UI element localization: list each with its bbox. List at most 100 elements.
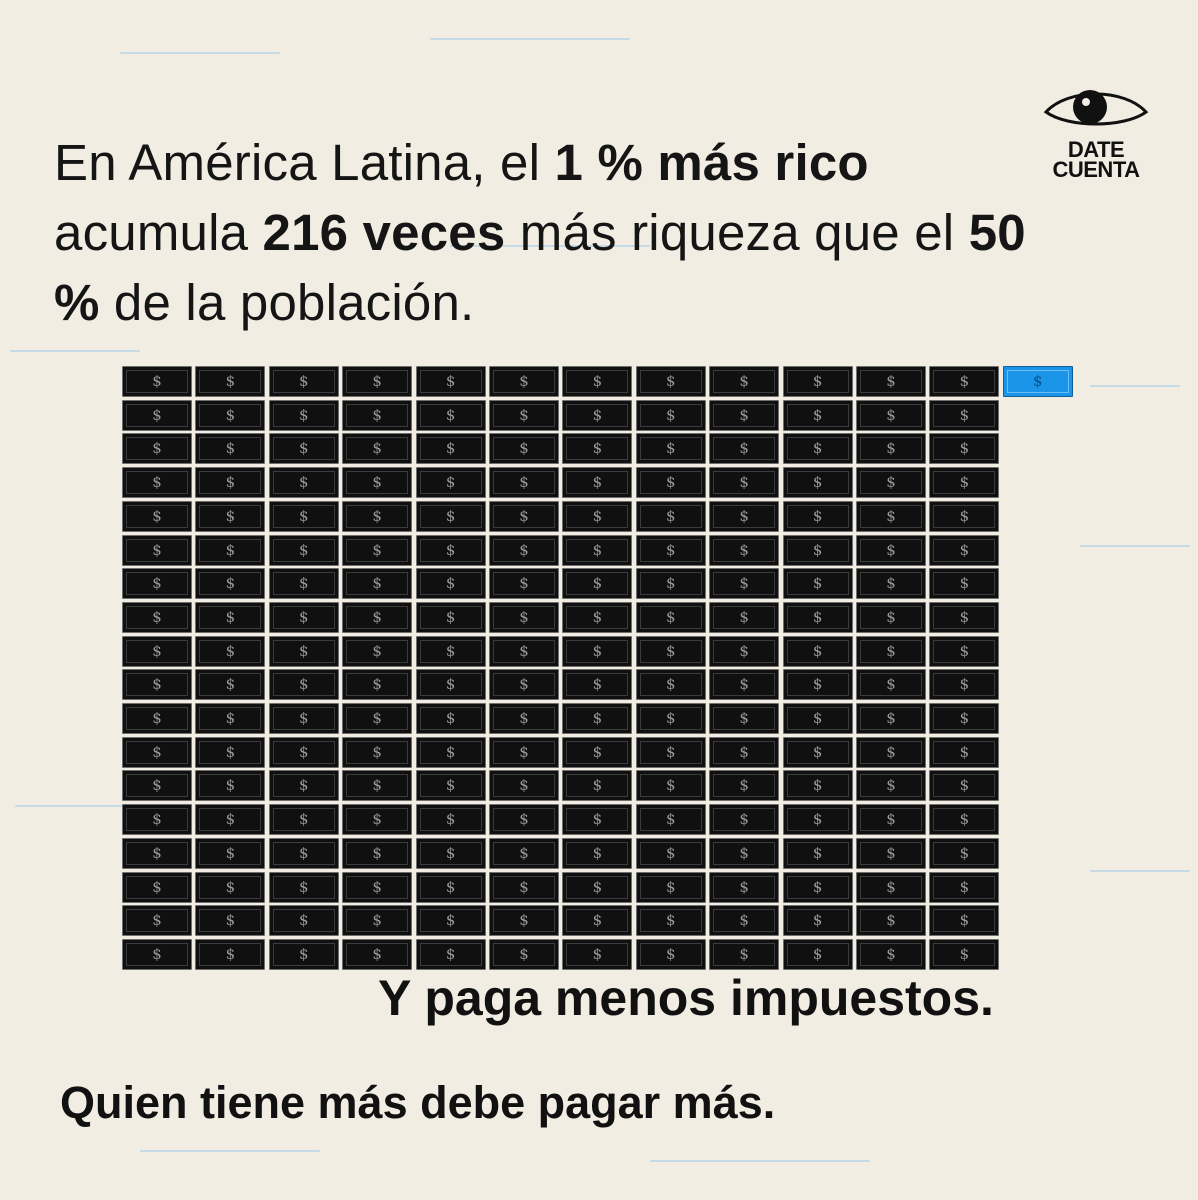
money-bill: $	[562, 938, 633, 970]
money-bill: $	[709, 635, 780, 667]
dollar-sign-icon: $	[299, 843, 309, 862]
dollar-sign-icon: $	[152, 372, 162, 390]
money-bill: $	[635, 568, 706, 600]
headline-text: más riqueza que el	[505, 204, 969, 261]
dollar-sign-icon: $	[299, 810, 309, 829]
money-bill: $	[489, 669, 559, 701]
dollar-sign-icon: $	[519, 843, 529, 862]
money-bill: $	[268, 534, 339, 566]
money-bill: $	[415, 366, 486, 397]
dollar-sign-icon: $	[959, 843, 970, 862]
dollar-sign-icon: $	[372, 675, 382, 694]
dollar-sign-icon: $	[225, 776, 236, 795]
dollar-sign-icon: $	[592, 607, 603, 626]
dollar-sign-icon: $	[299, 607, 309, 626]
money-bill: $	[342, 601, 413, 633]
dollar-sign-icon: $	[445, 540, 456, 559]
dollar-sign-icon: $	[666, 810, 676, 829]
dollar-sign-icon: $	[519, 709, 529, 727]
money-bill: $	[122, 938, 192, 970]
dollar-sign-icon: $	[225, 439, 236, 458]
dollar-sign-icon: $	[812, 372, 823, 390]
dollar-sign-icon: $	[225, 574, 236, 593]
money-bill: $	[489, 736, 559, 768]
money-bill: $	[562, 837, 633, 869]
money-bill: $	[415, 433, 486, 465]
dollar-sign-icon: $	[886, 607, 896, 626]
dollar-sign-icon: $	[739, 439, 749, 458]
dollar-sign-icon: $	[445, 574, 456, 593]
paper-texture-stroke	[430, 38, 630, 40]
paper-texture-stroke	[1080, 545, 1190, 547]
dollar-sign-icon: $	[519, 944, 529, 963]
money-bill: $	[268, 366, 339, 397]
dollar-sign-icon: $	[592, 843, 603, 862]
money-bill: $	[342, 399, 413, 431]
money-bill: $	[195, 568, 266, 600]
dollar-sign-icon: $	[959, 574, 970, 593]
dollar-sign-icon: $	[445, 776, 456, 795]
dollar-sign-icon: $	[372, 574, 382, 593]
dollar-sign-icon: $	[959, 911, 970, 930]
money-bill: $	[856, 905, 926, 937]
money-bill: $	[415, 837, 486, 869]
money-bill: $	[635, 905, 706, 937]
money-bill: $	[342, 635, 413, 667]
dollar-sign-icon: $	[592, 473, 603, 492]
money-bill: $	[782, 804, 853, 836]
money-bill: $	[489, 635, 559, 667]
dollar-sign-icon: $	[739, 944, 749, 963]
dollar-sign-icon: $	[445, 372, 456, 390]
money-bill: $	[782, 568, 853, 600]
dollar-sign-icon: $	[739, 473, 749, 492]
money-bill: $	[122, 366, 192, 397]
dollar-sign-icon: $	[299, 742, 309, 761]
money-bill: $	[122, 635, 192, 667]
money-bill: $	[562, 635, 633, 667]
money-bill: $	[635, 703, 706, 734]
money-bill: $	[709, 770, 780, 802]
money-bill: $	[415, 568, 486, 600]
dollar-sign-icon: $	[152, 742, 162, 761]
dollar-sign-icon: $	[152, 810, 162, 829]
money-bill: $	[856, 804, 926, 836]
dollar-sign-icon: $	[152, 506, 162, 525]
dollar-sign-icon: $	[812, 439, 823, 458]
money-bill: $	[635, 534, 706, 566]
dollar-sign-icon: $	[225, 709, 236, 727]
money-bill: $	[709, 703, 780, 734]
money-bill: $	[489, 366, 559, 397]
dollar-sign-icon: $	[886, 372, 896, 390]
money-bill: $	[929, 837, 1000, 869]
dollar-sign-icon: $	[886, 843, 896, 862]
dollar-sign-icon: $	[519, 607, 529, 626]
tagline: Y paga menos impuestos.	[378, 970, 994, 1026]
money-bill: $	[929, 938, 1000, 970]
money-bill: $	[562, 534, 633, 566]
money-bill: $	[268, 871, 339, 903]
money-bill: $	[342, 804, 413, 836]
money-bill: $	[635, 366, 706, 397]
dollar-sign-icon: $	[739, 843, 749, 862]
dollar-sign-icon: $	[812, 574, 823, 593]
dollar-sign-icon: $	[739, 506, 749, 525]
money-bill: $	[195, 467, 266, 499]
money-bill: $	[342, 433, 413, 465]
money-bill: $	[929, 534, 1000, 566]
dollar-sign-icon: $	[152, 843, 162, 862]
money-bill: $	[415, 635, 486, 667]
money-bill: $	[415, 736, 486, 768]
dollar-sign-icon: $	[959, 709, 970, 727]
dollar-sign-icon: $	[666, 843, 676, 862]
money-bill: $	[268, 568, 339, 600]
money-bill: $	[415, 905, 486, 937]
dollar-sign-icon: $	[592, 742, 603, 761]
dollar-sign-icon: $	[592, 439, 603, 458]
money-bill: $	[709, 399, 780, 431]
dollar-sign-icon: $	[812, 742, 823, 761]
money-bill: $	[195, 804, 266, 836]
dollar-sign-icon: $	[959, 439, 970, 458]
dollar-sign-icon: $	[372, 843, 382, 862]
dollar-sign-icon: $	[372, 641, 382, 660]
dollar-sign-icon: $	[372, 405, 382, 424]
